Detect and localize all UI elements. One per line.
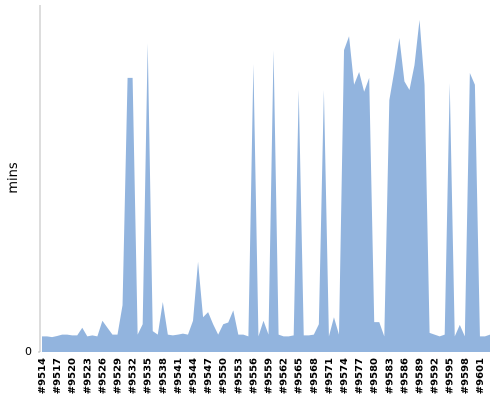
x-tick-label: #9589 [415,358,426,394]
x-tick-label: #9580 [369,358,380,394]
x-tick-label: #9583 [384,358,395,394]
x-tick-label: #9559 [264,358,275,394]
x-tick-label: #9577 [354,358,365,394]
area [42,19,490,353]
x-tick-label: #9532 [128,358,139,394]
x-tick-label: #9538 [158,358,169,394]
x-tick-label: #9598 [460,358,471,394]
x-tick-label: #9541 [173,358,184,394]
x-tick-label: #9568 [309,358,320,394]
x-tick-label: #9556 [248,358,259,394]
x-tick-label: #9595 [445,358,456,394]
x-tick-label: #9571 [324,358,335,394]
x-tick-label: #9529 [113,358,124,394]
x-tick-label: #9553 [233,358,244,394]
x-tick-label: #9601 [475,358,486,394]
x-tick-label: #9523 [82,358,93,394]
x-tick-label: #9592 [430,358,441,394]
x-tick-label: #9514 [37,358,48,394]
x-tick-label: #9562 [279,358,290,394]
x-tick-label: #9517 [52,358,63,394]
x-tick-label: #9550 [218,358,229,394]
y-tick-label: 0 [25,345,32,358]
x-tick-label: #9526 [97,358,108,394]
x-tick-label: #9565 [294,358,305,394]
x-tick-label: #9547 [203,358,214,394]
x-tick-label: #9520 [67,358,78,394]
x-tick-label: #9535 [143,358,154,394]
y-axis-label: mins [6,162,21,194]
x-tick-label: #9574 [339,358,350,394]
x-tick-label: #9586 [399,358,410,394]
x-tick-label: #9544 [188,358,199,394]
